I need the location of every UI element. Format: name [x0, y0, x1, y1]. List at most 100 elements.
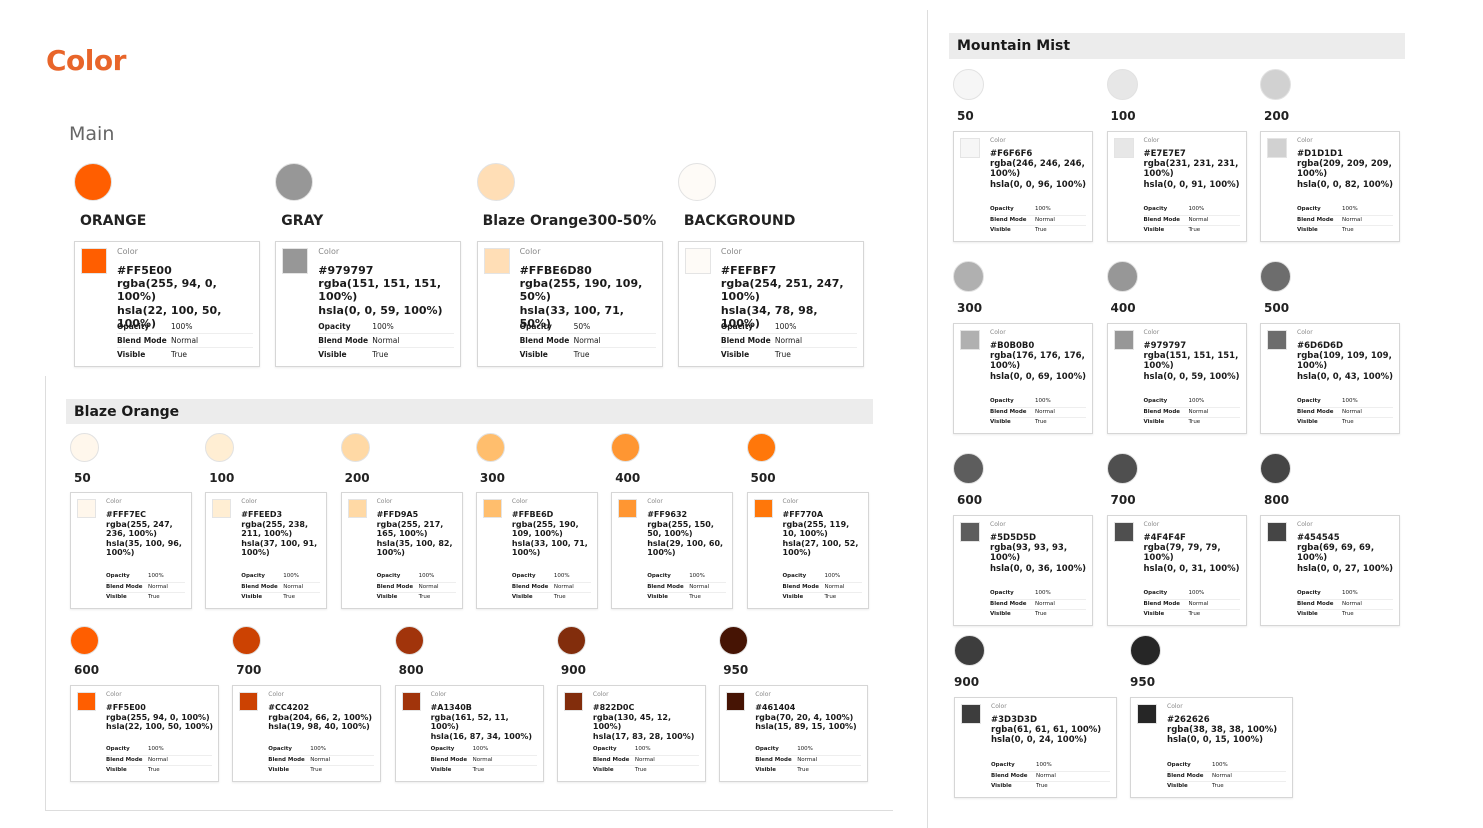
- prop-key: Visible: [1297, 227, 1318, 234]
- prop-row: Visible True: [593, 766, 699, 776]
- prop-key: Opacity: [990, 206, 1014, 213]
- card-swatch: [1113, 522, 1134, 542]
- color-hex: #CC4202: [268, 703, 310, 712]
- color-rgba: rgba(246, 246, 246, 100%): [990, 159, 1085, 180]
- card-values: #FEFBF7 rgba(254, 251, 247, 100%) hsla(34,…: [721, 264, 859, 330]
- prop-row: Blend Mode Normal: [990, 216, 1086, 227]
- color-circle: [953, 453, 984, 484]
- card-values: #FFBE6D80 rgba(255, 190, 109, 50%) hsla(33…: [520, 264, 658, 330]
- color-hex: #6D6D6D: [1297, 341, 1344, 351]
- color-hsla: hsla(22, 100, 50, 100%): [117, 303, 222, 330]
- prop-row: Visible True: [1297, 226, 1393, 236]
- color-hsla: hsla(0, 0, 59, 100%): [1143, 371, 1240, 382]
- prop-row: Visible True: [990, 418, 1086, 428]
- prop-row: Blend Mode Normal: [106, 756, 212, 767]
- prop-row: Opacity 100%: [318, 320, 455, 334]
- prop-value: 100%: [171, 321, 193, 331]
- color-hex: #FF5E00: [117, 264, 172, 277]
- prop-value: Normal: [824, 583, 845, 590]
- prop-row: Opacity 100%: [1143, 205, 1240, 216]
- card-label: Color: [268, 691, 284, 698]
- color-rgba: rgba(61, 61, 61, 100%): [991, 725, 1102, 736]
- card-label: Color: [991, 703, 1007, 710]
- card-swatch: [1113, 138, 1134, 158]
- color-rgba: rgba(209, 209, 209, 100%): [1297, 159, 1392, 180]
- card-label: Color: [1167, 703, 1183, 710]
- card-values: #FF770A rgba(255, 119, 10, 100%) hsla(27, …: [783, 510, 864, 558]
- color-card: Color #6D6D6D rgba(109, 109, 109, 100%) hsl…: [1260, 323, 1400, 434]
- card-props: Opacity 100% Blend Mode Normal Visible True: [782, 572, 862, 603]
- divider: [45, 810, 893, 811]
- card-props: Opacity 100% Blend Mode Normal Visible True: [106, 572, 185, 603]
- prop-value: Normal: [797, 756, 818, 763]
- color-circle: [340, 433, 370, 462]
- color-card: Color #D1D1D1 rgba(209, 209, 209, 100%) hsl…: [1260, 131, 1400, 242]
- prop-value: 100%: [797, 746, 813, 753]
- prop-row: Visible True: [755, 766, 861, 776]
- card-swatch: [282, 248, 309, 274]
- card-label: Color: [117, 247, 138, 256]
- card-props: Opacity 100% Blend Mode Normal Visible True: [1167, 761, 1286, 792]
- prop-key: Visible: [241, 594, 263, 601]
- prop-value: True: [689, 594, 701, 601]
- color-circle: [746, 433, 776, 462]
- prop-key: Opacity: [268, 746, 292, 753]
- prop-row: Blend Mode Normal: [318, 334, 455, 348]
- card-props: Opacity 100% Blend Mode Normal Visible True: [1143, 205, 1240, 236]
- prop-value: 100%: [148, 746, 164, 753]
- color-card: Color #A1340B rgba(161, 52, 11, 100%) hsla(…: [394, 685, 544, 782]
- color-hsla: hsla(0, 0, 24, 100%): [991, 735, 1088, 746]
- prop-key: Blend Mode: [106, 583, 143, 590]
- prop-key: Visible: [117, 349, 146, 359]
- color-hex: #E7E7E7: [1143, 149, 1186, 159]
- swatch-name: Blaze Orange300-50%: [482, 213, 657, 229]
- color-hex: #F6F6F6: [990, 149, 1033, 159]
- card-values: #F6F6F6 rgba(246, 246, 246, 100%) hsla(0, …: [990, 149, 1088, 190]
- prop-row: Visible True: [1144, 610, 1240, 620]
- swatch-name: 500: [750, 471, 776, 485]
- color-circle: [394, 626, 424, 655]
- color-hsla: hsla(0, 0, 69, 100%): [990, 371, 1087, 382]
- card-label: Color: [106, 691, 122, 698]
- prop-key: Opacity: [990, 398, 1014, 405]
- prop-key: Opacity: [592, 746, 617, 753]
- color-card: Color #3D3D3D rgba(61, 61, 61, 100%) hsla(0…: [954, 697, 1117, 798]
- card-props: Opacity 100% Blend Mode Normal Visible True: [1297, 397, 1393, 428]
- color-hsla: hsla(33, 100, 71, 100%): [511, 538, 588, 558]
- prop-row: Visible True: [991, 782, 1110, 792]
- prop-key: Visible: [268, 767, 290, 774]
- prop-value: True: [1342, 227, 1354, 234]
- prop-value: Normal: [1035, 600, 1055, 607]
- prop-value: True: [634, 767, 647, 774]
- card-props: Opacity 100% Blend Mode Normal Visible True: [755, 745, 862, 776]
- color-rgba: rgba(70, 20, 4, 100%): [755, 712, 854, 722]
- color-card: Color #FFF7EC rgba(255, 247, 236, 100%) hsl…: [70, 492, 192, 609]
- swatch-name: 400: [1110, 301, 1136, 315]
- card-values: #461404 rgba(70, 20, 4, 100%) hsla(15, 89,…: [755, 703, 863, 732]
- prop-value: True: [1342, 419, 1354, 426]
- prop-key: Opacity: [1297, 398, 1321, 405]
- prop-value: True: [472, 767, 485, 774]
- prop-row: Visible True: [106, 593, 185, 603]
- card-swatch: [961, 704, 981, 724]
- card-swatch: [1113, 330, 1134, 350]
- color-rgba: rgba(255, 119, 10, 100%): [782, 519, 850, 539]
- card-swatch: [347, 499, 367, 518]
- prop-value: 100%: [1035, 398, 1051, 405]
- prop-value: True: [372, 349, 389, 359]
- card-swatch: [960, 330, 980, 350]
- color-hex: #5D5D5D: [990, 533, 1037, 543]
- card-swatch: [483, 248, 510, 274]
- color-hsla: hsla(35, 100, 96, 100%): [106, 538, 182, 558]
- prop-key: Blend Mode: [1297, 216, 1334, 223]
- color-hex: #FFF7EC: [106, 510, 146, 519]
- color-card: Color #FFBE6D80 rgba(255, 190, 109, 50%) hs…: [476, 241, 663, 367]
- color-circle: [74, 163, 112, 201]
- color-circle: [1130, 635, 1161, 666]
- color-rgba: rgba(69, 69, 69, 100%): [1297, 543, 1375, 564]
- color-card: Color #E7E7E7 rgba(231, 231, 231, 100%) hsl…: [1106, 131, 1247, 242]
- card-label: Color: [782, 498, 799, 505]
- color-card: Color #262626 rgba(38, 38, 38, 100%) hsla(0…: [1130, 697, 1293, 798]
- color-hex: #3D3D3D: [991, 715, 1038, 725]
- color-circle: [719, 626, 749, 655]
